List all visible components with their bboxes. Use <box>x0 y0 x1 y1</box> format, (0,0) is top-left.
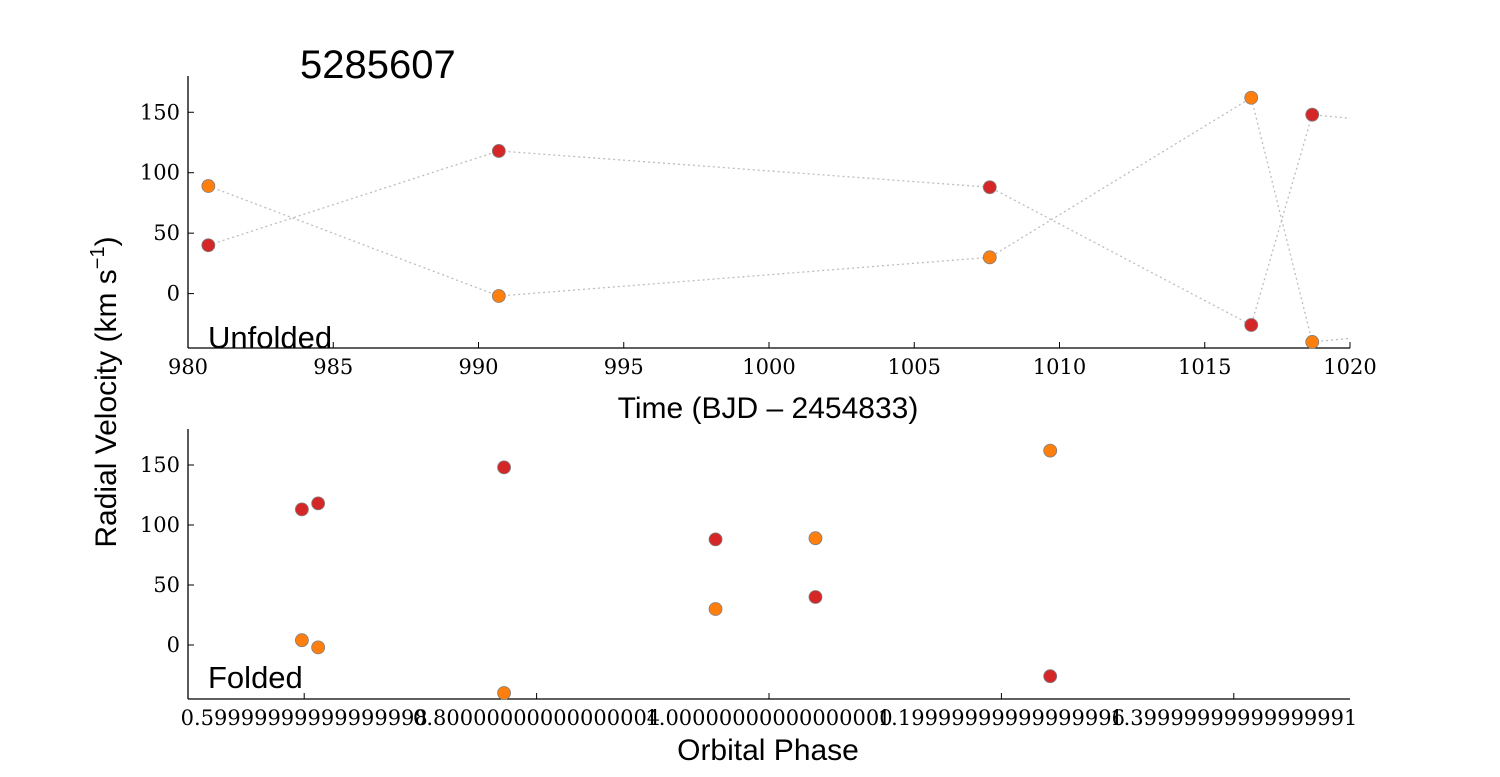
time-x-tick-label: 1015 <box>1178 355 1231 379</box>
phase-red-point <box>808 590 823 604</box>
ylabel-close: ) <box>90 236 123 246</box>
phase-orange-point <box>1043 443 1058 458</box>
time-y-tick-label: 100 <box>140 161 180 185</box>
phase-red-point <box>1043 669 1058 684</box>
time-x-tick-label: 1020 <box>1323 355 1376 379</box>
time-y-tick-label: 0 <box>167 282 180 306</box>
phase-orange-point <box>294 633 309 648</box>
time-orange-point <box>1305 335 1320 349</box>
unfolded-panel: 980 985 990 995 1000 1005 1010 1015 1020 0 50 100 15… <box>140 76 1377 379</box>
time-red-point <box>491 144 506 158</box>
time-red-point <box>201 238 216 253</box>
time-red-connector <box>208 113 1351 326</box>
time-x-tick-label: 990 <box>458 355 498 379</box>
phase-x-tick-label: 1.39999999999999991 <box>1110 706 1357 730</box>
time-red-point <box>1244 318 1259 332</box>
time-orange-point <box>982 250 997 265</box>
time-orange-point <box>491 289 506 303</box>
time-x-tick-label: 995 <box>604 355 644 379</box>
phase-x-tick-label: 1.19999999999999996 <box>878 706 1125 730</box>
chart-title: 5285607 <box>300 43 456 87</box>
phase-x-tick-label: 1.00000000000000000 <box>645 706 892 730</box>
phase-x-tick-label: 0.80000000000000004 <box>413 706 660 730</box>
phase-y-tick-label: 150 <box>140 453 180 477</box>
radial-velocity-axis-label: Radial Velocity (km s−1) <box>87 236 123 547</box>
phase-y-tick-label: 0 <box>167 633 180 657</box>
time-red-point <box>982 180 997 195</box>
time-orange-connector <box>208 96 1351 343</box>
phase-y-tick-label: 50 <box>153 573 180 597</box>
time-y-tick-label: 150 <box>140 100 180 124</box>
time-x-tick-label: 985 <box>313 355 353 379</box>
phase-red-point <box>708 532 723 547</box>
time-axis-label: Time (BJD – 2454833) <box>618 392 919 425</box>
phase-y-tick-label: 100 <box>140 513 180 537</box>
phase-red-point <box>497 460 511 475</box>
phase-orange-point <box>808 531 823 546</box>
phase-axis-label: Orbital Phase <box>677 734 859 767</box>
time-x-tick-label: 1005 <box>888 355 941 379</box>
phase-orange-point <box>497 686 511 700</box>
phase-red-point <box>311 496 326 511</box>
phase-orange-point <box>311 640 326 655</box>
time-y-tick-label: 50 <box>153 221 180 245</box>
folded-label: Folded <box>208 660 303 695</box>
phase-orange-point <box>708 602 723 616</box>
time-x-tick-label: 980 <box>168 355 208 379</box>
time-x-tick-label: 1000 <box>742 355 795 379</box>
folded-panel: 0.599999999999999980.800000000000000041.… <box>140 429 1357 730</box>
ylabel-main: Radial Velocity (km s <box>90 269 123 547</box>
time-red-point <box>1305 107 1320 122</box>
ylabel-exponent: −1 <box>87 246 109 269</box>
time-orange-point <box>1244 90 1259 105</box>
unfolded-label: Unfolded <box>208 320 332 355</box>
time-orange-point <box>201 179 216 193</box>
time-x-tick-label: 1010 <box>1033 355 1086 379</box>
phase-x-tick-label: 0.59999999999999998 <box>181 706 428 730</box>
phase-red-point <box>294 502 309 517</box>
